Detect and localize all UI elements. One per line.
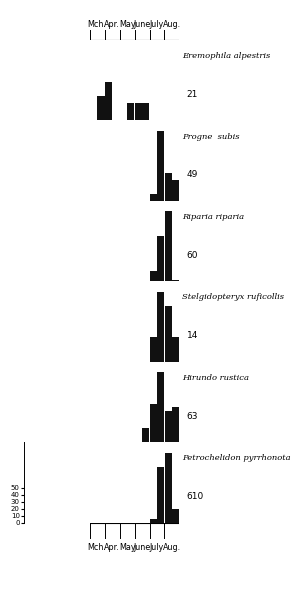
Bar (164, 173, 172, 201)
Text: Petrochelidon pyrrhonota: Petrochelidon pyrrhonota (182, 454, 291, 462)
Text: May: May (119, 20, 135, 29)
Bar (164, 411, 172, 442)
Text: 21: 21 (187, 90, 198, 99)
Text: May: May (119, 543, 135, 552)
Text: Aug.: Aug. (163, 543, 181, 552)
Bar (150, 519, 157, 523)
Text: Aug.: Aug. (163, 20, 181, 29)
Text: 49: 49 (187, 170, 198, 180)
Bar (164, 212, 172, 282)
Bar (157, 372, 164, 442)
Bar (150, 271, 157, 282)
Bar (164, 453, 172, 523)
Bar (105, 82, 112, 121)
Text: Apr.: Apr. (104, 20, 120, 29)
Bar (172, 338, 179, 362)
Text: June: June (133, 543, 151, 552)
Text: Mch.: Mch. (88, 543, 107, 552)
Bar (127, 103, 135, 121)
Bar (172, 280, 179, 282)
Bar (142, 428, 150, 442)
Text: Riparia riparia: Riparia riparia (182, 213, 244, 221)
Text: Hirundo rustica: Hirundo rustica (182, 374, 249, 382)
Bar (135, 103, 142, 121)
Text: Apr.: Apr. (104, 543, 120, 552)
Bar (97, 96, 105, 121)
Text: June: June (133, 20, 151, 29)
Text: 610: 610 (187, 492, 204, 501)
Text: 63: 63 (187, 411, 198, 421)
Bar (172, 509, 179, 523)
Bar (157, 467, 164, 523)
Bar (164, 306, 172, 362)
Bar (157, 131, 164, 201)
Text: 60: 60 (187, 251, 198, 260)
Text: July: July (150, 543, 164, 552)
Text: Stelgidopteryx ruficollis: Stelgidopteryx ruficollis (182, 293, 284, 301)
Bar (172, 407, 179, 442)
Text: 14: 14 (187, 331, 198, 340)
Bar (142, 103, 150, 121)
Text: Eremophila alpestris: Eremophila alpestris (182, 52, 270, 60)
Text: Mch.: Mch. (88, 20, 107, 29)
Bar (172, 180, 179, 201)
Bar (150, 194, 157, 201)
Bar (150, 404, 157, 442)
Bar (150, 338, 157, 362)
Bar (157, 292, 164, 362)
Text: Progne  subis: Progne subis (182, 132, 239, 140)
Text: July: July (150, 20, 164, 29)
Bar (157, 236, 164, 282)
